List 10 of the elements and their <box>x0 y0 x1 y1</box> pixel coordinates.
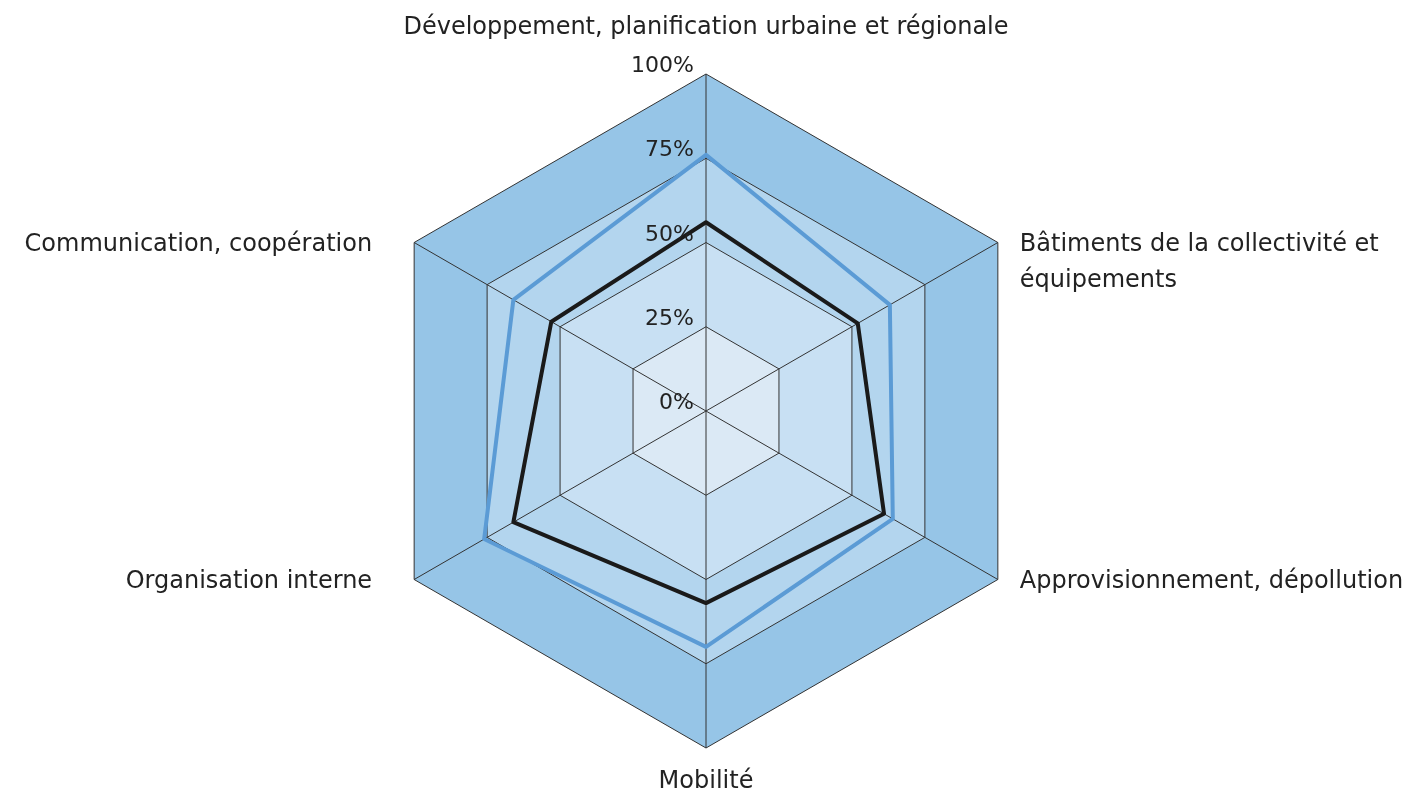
spoke-label: Communication, coopération <box>24 228 373 257</box>
y-tick-label: 0% <box>659 389 694 414</box>
y-tick-label: 25% <box>645 304 694 330</box>
spoke-label: Mobilité <box>658 766 754 791</box>
y-tick-label: 100% <box>631 52 694 77</box>
spoke-label: Approvisionnement, dépollution <box>1019 565 1404 594</box>
spoke-label: Organisation interne <box>125 565 373 594</box>
spoke-label: Développement, planification urbaine et régionale <box>403 12 1009 40</box>
y-tick-label: 75% <box>645 136 694 162</box>
spoke-label: Bâtiments de la collectivité et équipements <box>1019 228 1379 293</box>
